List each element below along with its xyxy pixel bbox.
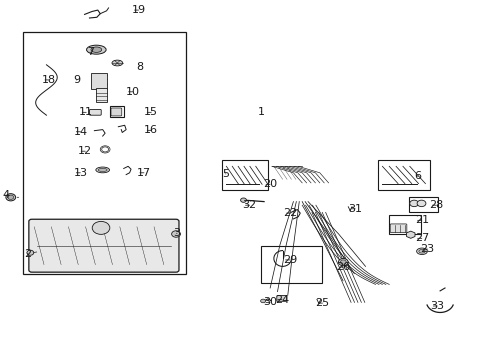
FancyBboxPatch shape bbox=[276, 296, 286, 301]
Bar bbox=[23, 32, 185, 274]
Text: 10: 10 bbox=[125, 87, 140, 97]
Text: 3: 3 bbox=[173, 228, 180, 238]
Circle shape bbox=[409, 200, 418, 207]
Circle shape bbox=[260, 299, 265, 303]
Circle shape bbox=[340, 260, 346, 264]
Text: 4: 4 bbox=[2, 190, 10, 200]
Text: 21: 21 bbox=[414, 215, 428, 225]
Bar bbox=[408, 197, 437, 212]
Text: 20: 20 bbox=[263, 179, 277, 189]
Text: 12: 12 bbox=[78, 146, 92, 156]
Bar bbox=[91, 73, 106, 89]
FancyBboxPatch shape bbox=[111, 108, 122, 116]
Text: 30: 30 bbox=[263, 297, 277, 307]
Text: 19: 19 bbox=[131, 5, 145, 15]
Ellipse shape bbox=[98, 168, 107, 171]
Ellipse shape bbox=[112, 60, 122, 66]
Text: 5: 5 bbox=[222, 169, 229, 179]
Circle shape bbox=[338, 258, 347, 266]
Text: 26: 26 bbox=[336, 262, 350, 272]
Text: 14: 14 bbox=[73, 127, 87, 137]
Text: 6: 6 bbox=[414, 171, 421, 181]
Text: 15: 15 bbox=[144, 107, 158, 117]
Circle shape bbox=[171, 231, 180, 237]
Text: 28: 28 bbox=[428, 200, 443, 210]
Text: 13: 13 bbox=[73, 168, 87, 178]
Bar bbox=[377, 160, 429, 190]
Text: 24: 24 bbox=[274, 294, 288, 305]
Circle shape bbox=[92, 221, 110, 234]
Text: 22: 22 bbox=[283, 208, 297, 218]
Ellipse shape bbox=[416, 248, 427, 255]
Text: 27: 27 bbox=[414, 233, 428, 243]
Text: 9: 9 bbox=[73, 75, 81, 85]
Circle shape bbox=[416, 200, 425, 207]
Text: 31: 31 bbox=[347, 204, 362, 214]
Ellipse shape bbox=[96, 167, 109, 173]
Text: 16: 16 bbox=[144, 125, 158, 135]
FancyBboxPatch shape bbox=[389, 224, 406, 233]
Ellipse shape bbox=[418, 249, 424, 253]
Circle shape bbox=[8, 195, 14, 199]
Circle shape bbox=[6, 194, 16, 201]
Text: 8: 8 bbox=[136, 62, 143, 72]
Text: 7: 7 bbox=[87, 47, 94, 57]
Bar bbox=[222, 160, 267, 190]
Text: 23: 23 bbox=[420, 244, 434, 254]
Text: 1: 1 bbox=[258, 107, 264, 117]
Bar bbox=[110, 106, 123, 117]
Circle shape bbox=[240, 198, 246, 202]
Text: 33: 33 bbox=[429, 301, 444, 311]
Text: 11: 11 bbox=[79, 107, 93, 117]
FancyBboxPatch shape bbox=[29, 219, 179, 272]
Text: 25: 25 bbox=[315, 298, 329, 308]
Ellipse shape bbox=[86, 45, 106, 54]
Text: 29: 29 bbox=[282, 255, 296, 265]
Text: 18: 18 bbox=[42, 75, 56, 85]
Bar bbox=[261, 246, 321, 283]
Bar bbox=[96, 88, 106, 102]
Text: 17: 17 bbox=[137, 168, 151, 178]
Circle shape bbox=[27, 250, 34, 255]
Text: 2: 2 bbox=[24, 249, 32, 259]
Text: 32: 32 bbox=[242, 200, 256, 210]
Ellipse shape bbox=[91, 47, 102, 52]
FancyBboxPatch shape bbox=[89, 109, 101, 115]
Bar bbox=[388, 215, 420, 234]
